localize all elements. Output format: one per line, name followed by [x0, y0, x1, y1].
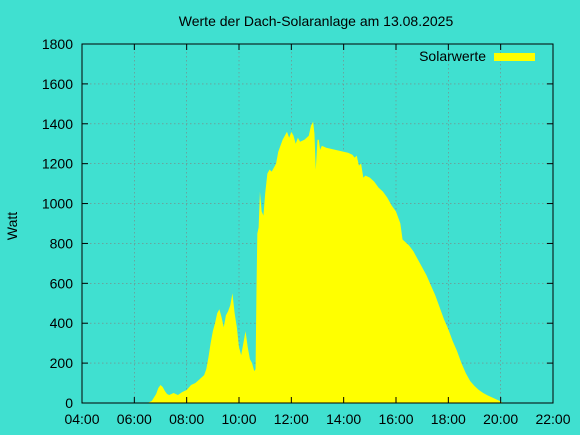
x-tick-label: 08:00 [169, 411, 204, 427]
x-tick-label: 04:00 [64, 411, 99, 427]
grid-layer [82, 44, 553, 403]
y-tick-label: 1000 [42, 196, 73, 212]
x-tick-label: 14:00 [326, 411, 361, 427]
tick-layer: 0 200 400 600 800 1000 1200 1400 1600 1800 04:00 06… [42, 36, 571, 427]
y-tick-label: 800 [50, 235, 74, 251]
x-tick-label: 20:00 [483, 411, 518, 427]
y-tick-label: 600 [50, 275, 74, 291]
plot-frame [81, 43, 554, 404]
chart-title: Werte der Dach-Solaranlage am 13.08.2025 [179, 13, 454, 29]
x-tick-label: 12:00 [274, 411, 309, 427]
x-tick-label: 18:00 [431, 411, 466, 427]
y-tick-label: 1800 [42, 36, 73, 52]
legend-swatch-solarwerte [494, 53, 535, 61]
y-tick-label: 200 [50, 355, 74, 371]
y-tick-label: 1200 [42, 156, 73, 172]
series-area-0 [147, 121, 503, 403]
x-tick-label: 16:00 [378, 411, 413, 427]
x-tick-label: 10:00 [221, 411, 256, 427]
y-axis-label: Watt [4, 212, 20, 240]
x-tick-label: 06:00 [117, 411, 152, 427]
y-tick-label: 0 [65, 395, 73, 411]
legend: Solarwerte [419, 48, 535, 64]
y-tick-label: 1600 [42, 76, 73, 92]
y-tick-label: 1400 [42, 116, 73, 132]
x-tick-label: 22:00 [535, 411, 570, 427]
legend-label-solarwerte: Solarwerte [419, 48, 486, 64]
series-area-layer [147, 121, 503, 403]
y-tick-label: 400 [50, 315, 74, 331]
